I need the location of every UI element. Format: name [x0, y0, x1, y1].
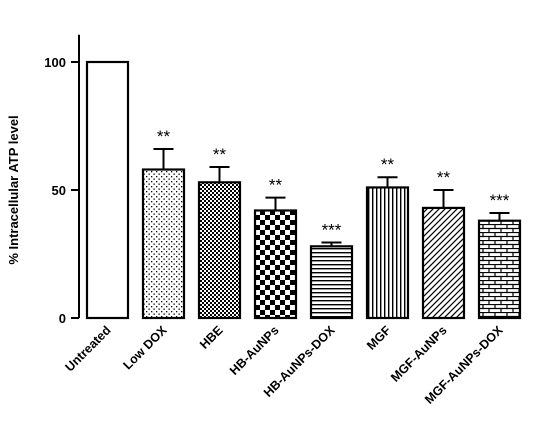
- y-tick-label: 50: [52, 183, 66, 198]
- x-category-label: HB-AuNPs: [227, 323, 282, 378]
- significance-label: **: [437, 168, 451, 187]
- significance-markers: ****************: [157, 127, 510, 239]
- significance-label: **: [381, 155, 395, 174]
- error-bars: [153, 148, 510, 247]
- bar-mgf: [365, 186, 410, 320]
- y-tick-label: 0: [59, 311, 66, 326]
- bar-hb-aunps: [253, 209, 298, 320]
- x-category-label: HBE: [197, 323, 226, 352]
- significance-label: ***: [322, 220, 342, 239]
- significance-label: **: [157, 127, 171, 146]
- significance-label: ***: [490, 191, 510, 210]
- significance-label: **: [269, 176, 283, 195]
- bars: [85, 60, 522, 320]
- bar-untreated: [85, 60, 130, 320]
- bar-hb-aunps-dox: [309, 245, 354, 320]
- bar-mgf-aunps: [421, 206, 466, 320]
- y-tick-label: 100: [44, 55, 66, 70]
- bar-hbe: [197, 181, 242, 320]
- x-category-label: MGF-AuNPs: [388, 323, 449, 384]
- significance-label: **: [213, 145, 227, 164]
- x-category-label: Low DOX: [120, 323, 170, 373]
- x-category-label: Untreated: [62, 323, 113, 374]
- y-axis-title: % Intracellular ATP level: [6, 115, 21, 264]
- bar-mgf-aunps-dox: [477, 219, 522, 320]
- x-category-label: MGF: [364, 323, 394, 353]
- y-axis: 0 50 100: [44, 34, 80, 326]
- bar-low-dox: [141, 168, 186, 320]
